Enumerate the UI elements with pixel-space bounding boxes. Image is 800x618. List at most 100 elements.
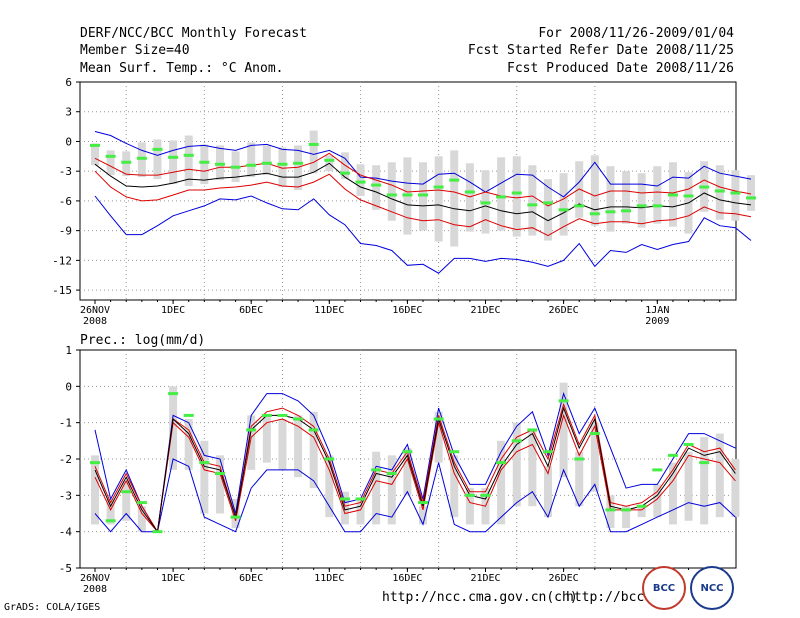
spread-bar: [575, 451, 584, 507]
obs-marker: [199, 461, 210, 465]
obs-marker: [90, 143, 100, 147]
x-tick-label: 1DEC: [161, 305, 185, 316]
obs-marker: [293, 161, 304, 165]
y-tick-label: 3: [65, 106, 72, 119]
member-size: Member Size=40: [80, 43, 190, 58]
spread-bar: [497, 157, 506, 231]
grads-credit: GrADS: COLA/IGES: [4, 602, 101, 613]
obs-marker: [324, 158, 335, 162]
obs-marker: [183, 413, 194, 417]
x-tick-label: 26NOV: [80, 573, 110, 584]
spread-bar: [465, 163, 474, 232]
obs-marker: [339, 171, 350, 175]
max-line: [94, 131, 752, 198]
y-tick-label: -12: [52, 254, 72, 267]
spread-bar: [622, 171, 631, 224]
obs-marker: [667, 193, 678, 197]
obs-marker: [277, 413, 288, 417]
obs-marker: [730, 191, 741, 195]
spread-bar: [247, 415, 256, 470]
spread-bar: [309, 130, 318, 174]
obs-marker: [386, 193, 397, 197]
obs-marker: [230, 515, 241, 519]
chart-title: DERF/NCC/BCC Monthly Forecast: [80, 26, 307, 41]
obs-marker: [683, 442, 694, 446]
obs-series: [90, 142, 757, 216]
spread-bar: [637, 173, 646, 228]
obs-marker: [449, 450, 460, 454]
obs-marker: [667, 453, 678, 457]
box-series: [91, 382, 740, 533]
x-tick-label: 6DEC: [239, 305, 263, 316]
spread-bar: [278, 419, 287, 470]
spread-bar: [403, 448, 412, 496]
obs-marker: [621, 209, 632, 213]
refer-date: Fcst Started Refer Date 2008/11/25: [467, 43, 734, 58]
y-tick-label: 0: [65, 135, 72, 148]
y-tick-label: -3: [59, 489, 72, 502]
obs-marker: [183, 153, 194, 157]
obs-marker: [308, 142, 319, 146]
obs-marker: [496, 461, 507, 465]
obs-marker: [699, 461, 710, 465]
x-tick-label: 26DEC: [549, 573, 579, 584]
obs-marker: [371, 183, 382, 187]
spread-bar: [559, 173, 568, 236]
spread-bar: [700, 437, 709, 525]
spread-bar: [528, 429, 537, 507]
spread-bar: [590, 422, 599, 492]
x-tick-label: 26NOV: [80, 305, 110, 316]
min-line: [94, 195, 752, 274]
spread-bar: [543, 179, 552, 241]
spread-bar: [184, 419, 193, 470]
spread-bar: [434, 411, 443, 463]
obs-marker: [402, 450, 413, 454]
spread-bar: [294, 415, 303, 478]
obs-marker: [277, 162, 288, 166]
bcc-url-link[interactable]: http://bcc.c: [566, 590, 660, 605]
spread-bar: [747, 175, 756, 211]
spread-bar: [325, 455, 334, 518]
x-tick-label: 1JAN: [645, 305, 669, 316]
obs-marker: [324, 457, 335, 461]
obs-marker: [214, 162, 225, 166]
x-tick-sublabel: 2009: [645, 316, 669, 327]
spread-bar: [215, 455, 224, 514]
max-line: [94, 391, 736, 534]
x-tick-label: 6DEC: [239, 573, 263, 584]
spread-bar: [200, 440, 209, 514]
obs-marker: [542, 450, 553, 454]
y-tick-label: 0: [65, 380, 72, 393]
obs-marker: [136, 501, 147, 505]
min-line: [94, 458, 736, 533]
y-tick-label: -9: [59, 225, 72, 238]
obs-marker: [105, 154, 116, 158]
x-tick-label: 21DEC: [470, 305, 500, 316]
spread-bar: [606, 166, 615, 232]
obs-marker: [168, 392, 179, 396]
spread-bar: [153, 139, 162, 180]
obs-marker: [105, 519, 116, 523]
obs-marker: [199, 160, 210, 164]
y-tick-label: -4: [59, 526, 73, 539]
obs-marker: [168, 155, 179, 159]
ncc-url-link[interactable]: http://ncc.cma.gov.cn(ch): [382, 590, 578, 605]
spread-bar: [653, 484, 662, 518]
box-series: [91, 130, 756, 247]
spread-bar: [200, 144, 209, 185]
spread-bar: [715, 433, 724, 518]
obs-marker: [527, 203, 538, 207]
spread-bar: [106, 150, 115, 176]
obs-marker: [246, 428, 257, 432]
obs-marker: [605, 508, 616, 512]
spread-bar: [262, 415, 271, 463]
obs-marker: [464, 493, 475, 497]
obs-marker: [355, 497, 366, 501]
spread-bar: [637, 506, 646, 518]
obs-marker: [605, 210, 616, 214]
spread-bar: [684, 451, 693, 521]
obs-marker: [683, 194, 694, 198]
spread-bar: [278, 147, 287, 188]
x-tick-label: 11DEC: [314, 573, 344, 584]
